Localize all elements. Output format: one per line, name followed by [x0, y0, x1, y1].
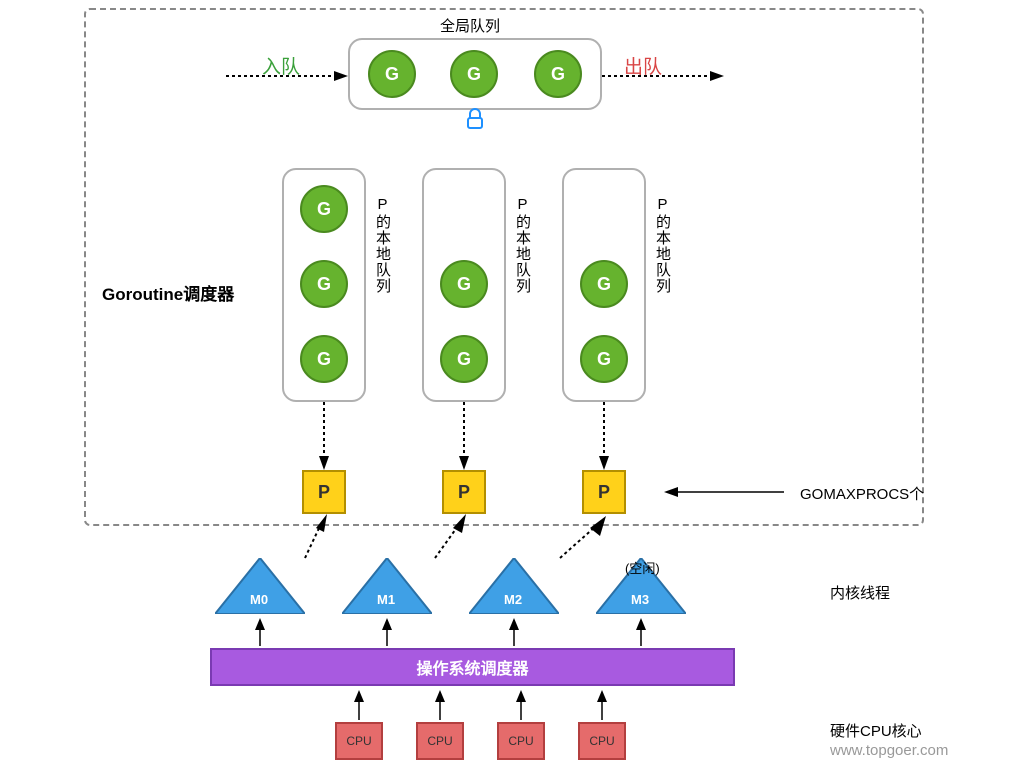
- g-circle: G: [300, 185, 348, 233]
- arrow-m-to-p: [300, 514, 330, 564]
- g-label: G: [467, 64, 481, 85]
- gomaxprocs-arrow: [664, 486, 784, 498]
- local-queue-label: P的本地队列: [652, 196, 673, 294]
- cpu-box: CPU: [497, 722, 545, 760]
- m-label: M0: [250, 592, 268, 607]
- scheduler-title: Goroutine调度器: [102, 280, 234, 305]
- cpu-box: CPU: [335, 722, 383, 760]
- m-label: M3: [631, 592, 649, 607]
- arrow-os-to-m: [254, 618, 266, 646]
- g-circle: G: [534, 50, 582, 98]
- p-square: P: [582, 470, 626, 514]
- idle-label: (空闲): [625, 558, 660, 577]
- os-scheduler-label: 操作系统调度器: [416, 655, 528, 679]
- cpu-cores-label: 硬件CPU核心: [830, 720, 922, 741]
- arrow-q-to-p: [318, 402, 330, 470]
- gomaxprocs-label: GOMAXPROCS个: [800, 483, 924, 504]
- g-circle: G: [450, 50, 498, 98]
- cpu-box: CPU: [578, 722, 626, 760]
- arrow-os-to-m: [635, 618, 647, 646]
- arrow-os-to-m: [508, 618, 520, 646]
- arrow-m-to-p: [552, 514, 612, 564]
- arrow-q-to-p: [458, 402, 470, 470]
- g-circle: G: [368, 50, 416, 98]
- arrow-cpu-to-os: [434, 690, 446, 720]
- arrow-os-to-m: [381, 618, 393, 646]
- g-circle: G: [580, 260, 628, 308]
- global-queue-label: 全局队列: [440, 15, 500, 36]
- kernel-thread-label: 内核线程: [830, 582, 890, 603]
- g-circle: G: [440, 335, 488, 383]
- arrow-cpu-to-os: [353, 690, 365, 720]
- lock-icon: [464, 108, 486, 130]
- g-circle: G: [300, 260, 348, 308]
- local-queue-label: P的本地队列: [372, 196, 393, 294]
- cpu-box: CPU: [416, 722, 464, 760]
- m-label: M1: [377, 592, 395, 607]
- g-circle: G: [440, 260, 488, 308]
- enqueue-arrow: [226, 68, 348, 88]
- m-label: M2: [504, 592, 522, 607]
- g-label: G: [385, 64, 399, 85]
- g-label: G: [551, 64, 565, 85]
- p-square: P: [442, 470, 486, 514]
- arrow-m-to-p: [430, 514, 470, 564]
- arrow-cpu-to-os: [596, 690, 608, 720]
- p-square: P: [302, 470, 346, 514]
- arrow-q-to-p: [598, 402, 610, 470]
- local-queue-label: P的本地队列: [512, 196, 533, 294]
- os-scheduler-box: 操作系统调度器: [210, 648, 735, 686]
- watermark: www.topgoer.com: [830, 742, 948, 759]
- g-circle: G: [300, 335, 348, 383]
- arrow-cpu-to-os: [515, 690, 527, 720]
- dequeue-arrow: [602, 68, 724, 88]
- g-circle: G: [580, 335, 628, 383]
